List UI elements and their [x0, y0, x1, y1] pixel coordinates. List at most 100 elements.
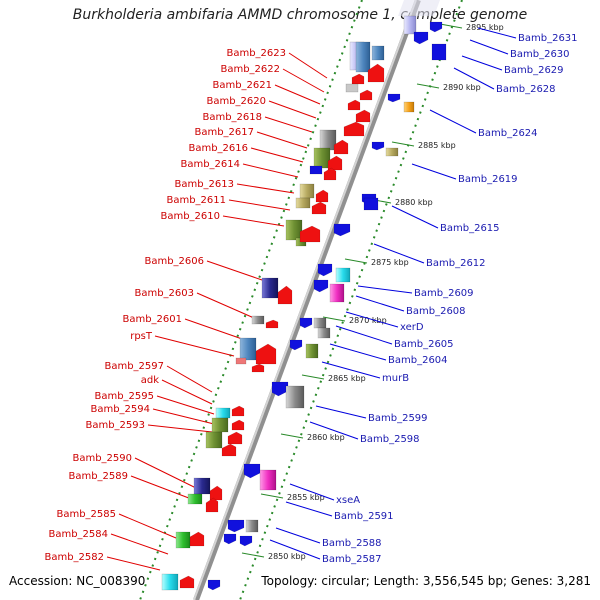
gene-box[interactable]	[371, 45, 385, 61]
gene-label-right[interactable]: Bamb_2624	[478, 128, 538, 139]
reverse-gene-arrow[interactable]	[413, 31, 429, 45]
gene-label-right[interactable]: Bamb_2605	[394, 339, 454, 350]
gene-label-left[interactable]: adk	[141, 375, 159, 386]
forward-gene-arrow[interactable]	[205, 497, 219, 513]
reverse-gene-arrow[interactable]	[227, 519, 245, 533]
reverse-gene-arrow[interactable]	[207, 579, 221, 591]
forward-gene-arrow[interactable]	[323, 167, 337, 181]
gene-box[interactable]	[245, 519, 259, 533]
gene-label-right[interactable]: Bamb_2630	[510, 49, 570, 60]
forward-gene-arrow[interactable]	[311, 201, 327, 215]
forward-gene-arrow[interactable]	[189, 531, 205, 547]
gene-label-right[interactable]: Bamb_2612	[426, 258, 486, 269]
gene-label-left[interactable]: Bamb_2623	[226, 48, 286, 59]
gene-box[interactable]	[305, 343, 319, 359]
gene-box[interactable]	[355, 41, 371, 73]
gene-label-right[interactable]: Bamb_2587	[322, 554, 382, 565]
gene-label-right[interactable]: Bamb_2604	[388, 355, 448, 366]
forward-gene-arrow[interactable]	[251, 363, 265, 373]
forward-gene-arrow[interactable]	[231, 419, 245, 431]
gene-label-left[interactable]: Bamb_2595	[94, 391, 154, 402]
reverse-gene-arrow[interactable]	[243, 463, 261, 479]
gene-box[interactable]	[403, 101, 415, 113]
gene-box[interactable]	[335, 267, 351, 283]
gene-box[interactable]	[161, 573, 179, 591]
gene-label-right[interactable]: xseA	[336, 495, 360, 506]
gene-label-right[interactable]: Bamb_2609	[414, 288, 474, 299]
gene-label-left[interactable]: Bamb_2616	[188, 143, 248, 154]
gene-label-right[interactable]: murB	[382, 373, 409, 384]
reverse-gene-arrow[interactable]	[371, 141, 385, 151]
gene-box[interactable]	[259, 469, 277, 491]
gene-label-left[interactable]: rpsT	[130, 331, 153, 342]
gene-box[interactable]	[211, 417, 229, 433]
reverse-gene-arrow[interactable]	[429, 21, 443, 33]
forward-gene-arrow[interactable]	[231, 405, 245, 417]
forward-gene-arrow[interactable]	[265, 319, 279, 329]
gene-label-left[interactable]: Bamb_2589	[68, 471, 128, 482]
reverse-gene-arrow[interactable]	[239, 535, 253, 547]
reverse-gene-arrow[interactable]	[333, 223, 351, 237]
reverse-gene-arrow[interactable]	[317, 263, 333, 277]
gene-label-right[interactable]: Bamb_2588	[322, 538, 382, 549]
gene-label-left[interactable]: Bamb_2597	[104, 361, 164, 372]
gene-label-left[interactable]: Bamb_2620	[206, 96, 266, 107]
gene-box[interactable]	[313, 147, 331, 169]
gene-label-left[interactable]: Bamb_2582	[44, 552, 104, 563]
gene-box[interactable]	[239, 337, 257, 361]
forward-gene-arrow[interactable]	[347, 99, 361, 111]
forward-gene-arrow[interactable]	[367, 63, 385, 83]
reverse-gene-arrow[interactable]	[271, 381, 289, 397]
gene-label-right[interactable]: Bamb_2615	[440, 223, 500, 234]
gene-label-right[interactable]: xerD	[400, 322, 424, 333]
reverse-gene-arrow[interactable]	[223, 533, 237, 545]
forward-gene-arrow[interactable]	[315, 189, 329, 203]
gene-label-left[interactable]: Bamb_2585	[56, 509, 116, 520]
gene-label-right[interactable]: Bamb_2631	[518, 33, 578, 44]
gene-label-left[interactable]: Bamb_2622	[220, 64, 280, 75]
forward-gene-arrow[interactable]	[209, 485, 223, 501]
reverse-gene-arrow[interactable]	[299, 317, 313, 329]
gene-box[interactable]	[385, 147, 399, 157]
forward-gene-arrow[interactable]	[179, 575, 195, 589]
gene-box[interactable]	[309, 165, 323, 175]
gene-box[interactable]	[403, 15, 417, 35]
gene-box[interactable]	[285, 219, 303, 241]
gene-box[interactable]	[299, 183, 315, 199]
forward-gene-arrow[interactable]	[355, 109, 371, 123]
gene-label-right[interactable]: Bamb_2608	[406, 306, 466, 317]
gene-label-left[interactable]: Bamb_2617	[194, 127, 254, 138]
gene-label-left[interactable]: Bamb_2613	[174, 179, 234, 190]
gene-label-right[interactable]: Bamb_2628	[496, 84, 556, 95]
gene-label-left[interactable]: Bamb_2601	[122, 314, 182, 325]
gene-label-left[interactable]: Bamb_2621	[212, 80, 272, 91]
gene-label-left[interactable]: Bamb_2614	[180, 159, 240, 170]
gene-box[interactable]	[345, 83, 359, 93]
gene-label-left[interactable]: Bamb_2584	[48, 529, 108, 540]
forward-gene-arrow[interactable]	[277, 285, 293, 305]
gene-box[interactable]	[235, 357, 247, 365]
gene-box[interactable]	[363, 197, 379, 211]
gene-label-right[interactable]: Bamb_2598	[360, 434, 420, 445]
gene-label-left[interactable]: Bamb_2593	[85, 420, 145, 431]
forward-gene-arrow[interactable]	[333, 139, 349, 155]
gene-label-left[interactable]: Bamb_2594	[90, 404, 150, 415]
gene-label-left[interactable]: Bamb_2618	[202, 112, 262, 123]
gene-box[interactable]	[319, 129, 337, 151]
gene-box[interactable]	[175, 531, 191, 549]
gene-label-right[interactable]: Bamb_2591	[334, 511, 394, 522]
forward-gene-arrow[interactable]	[221, 443, 237, 457]
gene-box[interactable]	[317, 327, 331, 339]
gene-box[interactable]	[313, 317, 327, 329]
gene-label-left[interactable]: Bamb_2606	[144, 256, 204, 267]
forward-gene-arrow[interactable]	[299, 225, 321, 243]
forward-gene-arrow[interactable]	[359, 89, 373, 101]
gene-label-left[interactable]: Bamb_2611	[166, 195, 226, 206]
gene-box[interactable]	[261, 277, 279, 299]
reverse-gene-arrow[interactable]	[387, 93, 401, 103]
gene-box[interactable]	[431, 43, 447, 61]
gene-box[interactable]	[193, 477, 211, 495]
gene-label-right[interactable]: Bamb_2599	[368, 413, 428, 424]
gene-box[interactable]	[251, 315, 265, 325]
gene-label-right[interactable]: Bamb_2629	[504, 65, 564, 76]
